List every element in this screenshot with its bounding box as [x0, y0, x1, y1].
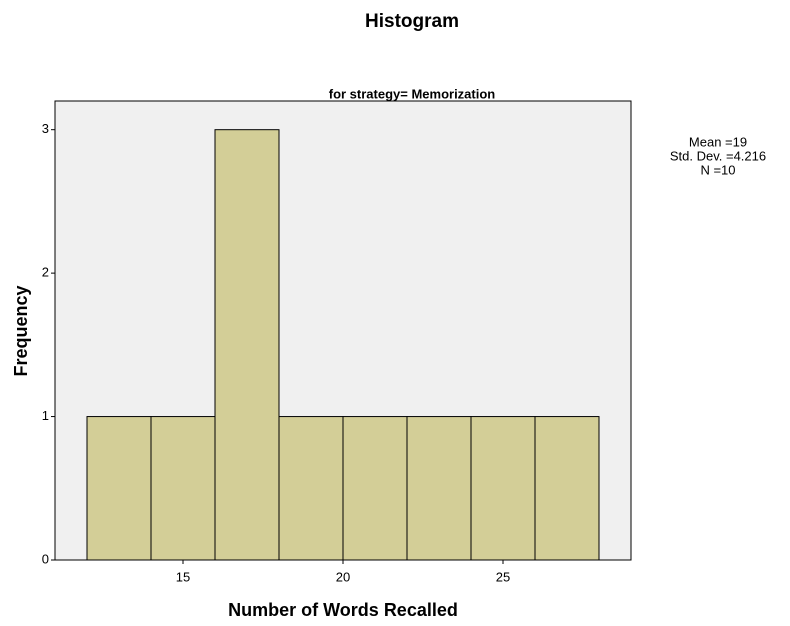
bar	[534, 416, 600, 561]
bar	[406, 416, 472, 561]
y-tick-label: 1	[42, 408, 49, 423]
stats-annotation: N =10	[700, 162, 735, 177]
y-axis-label: Frequency	[11, 285, 31, 376]
y-tick-label: 3	[42, 121, 49, 136]
y-tick-label: 2	[42, 265, 49, 280]
bar	[342, 416, 408, 561]
y-tick-label: 0	[42, 551, 49, 566]
x-axis-label: Number of Words Recalled	[228, 600, 458, 620]
bar	[150, 416, 216, 561]
bar	[86, 416, 152, 561]
bar	[470, 416, 536, 561]
x-tick-label: 15	[176, 569, 190, 584]
stats-annotation: Std. Dev. =4.216	[670, 148, 766, 163]
bar	[214, 129, 280, 561]
chart-title: Histogram	[365, 11, 459, 32]
stats-annotation: Mean =19	[689, 134, 747, 149]
chart-subtitle: for strategy= Memorization	[329, 86, 496, 101]
bar	[278, 416, 344, 561]
x-tick-label: 25	[496, 569, 510, 584]
x-tick-label: 20	[336, 569, 350, 584]
